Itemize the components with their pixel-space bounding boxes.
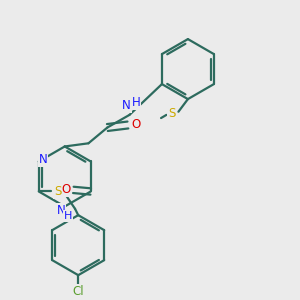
Text: H: H — [131, 96, 140, 109]
Text: O: O — [62, 183, 71, 196]
Text: N: N — [57, 204, 65, 218]
Text: Cl: Cl — [72, 285, 84, 298]
Text: S: S — [54, 185, 62, 198]
Text: H: H — [64, 211, 72, 221]
Text: S: S — [168, 107, 176, 120]
Text: N: N — [122, 99, 131, 112]
Text: O: O — [131, 118, 140, 131]
Text: N: N — [38, 153, 47, 166]
